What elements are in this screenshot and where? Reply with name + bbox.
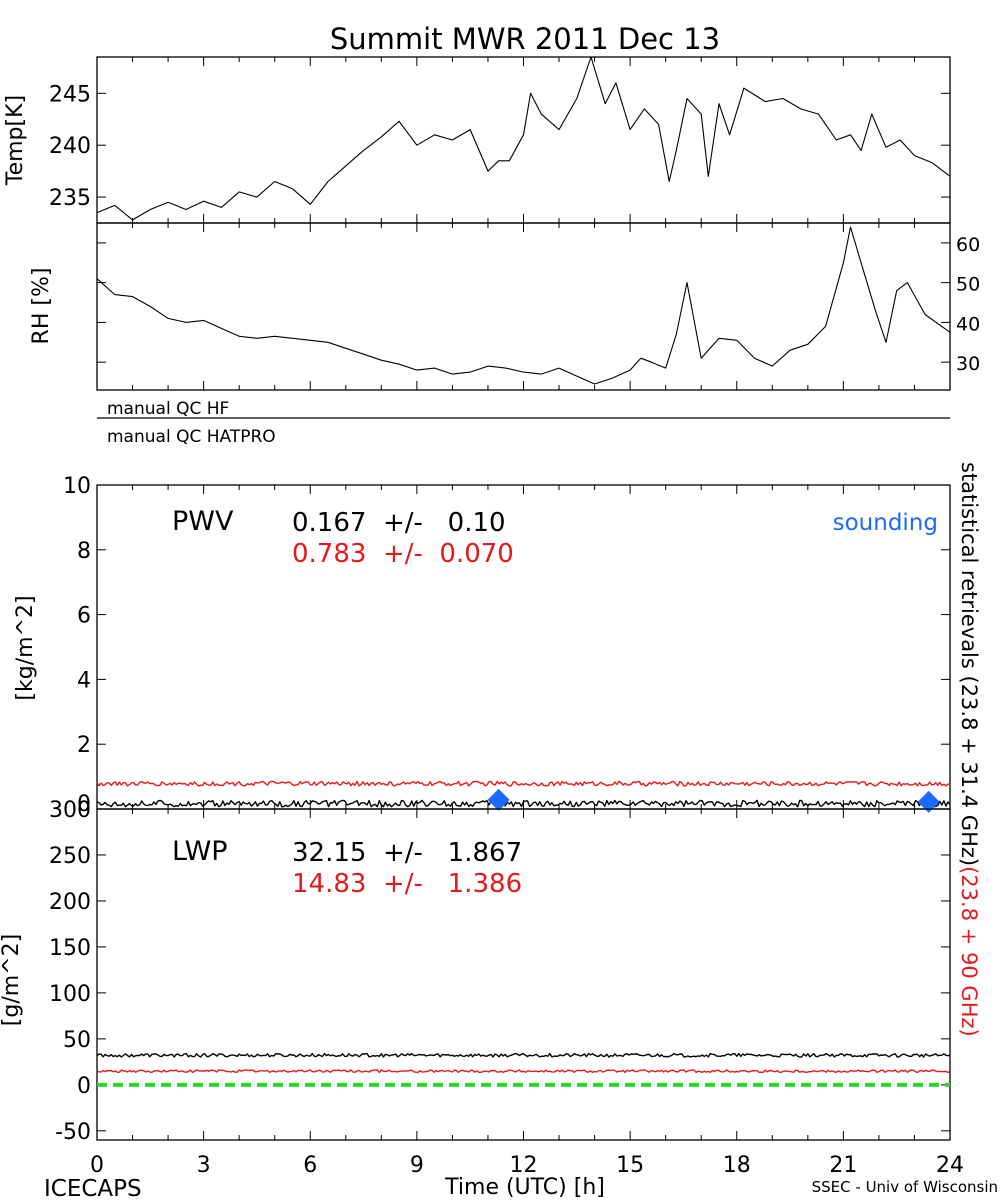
x-tick-label: 9 bbox=[410, 1153, 424, 1178]
pwv-label: PWV bbox=[172, 506, 234, 537]
lwp-y-tick-label: 0 bbox=[77, 1074, 91, 1099]
x-tick-label: 21 bbox=[829, 1153, 857, 1178]
pwv-y-tick-label: 4 bbox=[77, 668, 91, 693]
temp-series-line bbox=[96, 56, 951, 221]
chart-title: Summit MWR 2011 Dec 13 bbox=[330, 22, 720, 56]
retrieval-annotation-red: (23.8 + 90 GHz) bbox=[957, 866, 981, 1037]
temperature-panel: 235 240 245 Temp[K] bbox=[3, 56, 951, 224]
lwp-y-tick-label: -50 bbox=[55, 1120, 91, 1145]
sounding-marker bbox=[487, 788, 510, 811]
x-tick-label: 15 bbox=[616, 1153, 644, 1178]
pwv-y-tick-label: 2 bbox=[77, 733, 91, 758]
qc-hatpro-label: manual QC HATPRO bbox=[107, 427, 276, 447]
lwp-y-tick-label: 50 bbox=[63, 1028, 91, 1053]
pwv-y-tick-label: 6 bbox=[77, 604, 91, 629]
pwv-y-tick-label: 10 bbox=[63, 474, 91, 499]
rh-series-line bbox=[96, 226, 951, 385]
retrieval-annotation-black: statistical retrievals (23.8 + 31.4 GHz) bbox=[957, 462, 981, 866]
temp-y-tick-label: 235 bbox=[49, 186, 91, 211]
lwp-secondary-value: 14.83 +/- 1.386 bbox=[292, 869, 522, 899]
lwp-label: LWP bbox=[172, 836, 228, 867]
lwp-y-tick-label: 250 bbox=[49, 844, 91, 869]
x-tick-label: 3 bbox=[197, 1153, 211, 1178]
temp-y-axis-label: Temp[K] bbox=[3, 95, 28, 186]
footer-right: SSEC - Univ of Wisconsin bbox=[812, 1178, 998, 1196]
qc-hf-label: manual QC HF bbox=[107, 399, 229, 419]
x-tick-label: 0 bbox=[90, 1153, 104, 1178]
x-tick-label: 18 bbox=[723, 1153, 751, 1178]
lwp-y-tick-label: 150 bbox=[49, 936, 91, 961]
rh-y-tick-label: 50 bbox=[956, 274, 980, 296]
rh-y-tick-label: 30 bbox=[956, 353, 980, 375]
lwp-y-axis-label: [g/m^2] bbox=[0, 934, 24, 1026]
pwv-secondary-value: 0.783 +/- 0.070 bbox=[292, 539, 514, 569]
rh-y-axis-label: RH [%] bbox=[29, 268, 54, 345]
pwv-primary-value: 0.167 +/- 0.10 bbox=[292, 508, 506, 538]
sounding-marker bbox=[917, 790, 940, 813]
pwv-y-tick-label: 8 bbox=[77, 539, 91, 564]
lwp-panel: -50 0 50 100 150 200 250 300 [g/m^2] 0 3 6 9 12 15 18 21… bbox=[0, 798, 964, 1178]
pwv-series-line bbox=[96, 799, 951, 808]
lwp-y-tick-label: 200 bbox=[49, 890, 91, 915]
lwp-y-tick-label: 300 bbox=[49, 798, 91, 823]
rh-y-tick-label: 40 bbox=[956, 313, 980, 335]
temp-plot-frame bbox=[96, 56, 951, 224]
pwv-series-line bbox=[96, 780, 951, 787]
x-tick-label: 12 bbox=[510, 1153, 538, 1178]
temp-y-tick-label: 240 bbox=[49, 134, 91, 159]
x-tick-label: 24 bbox=[936, 1153, 964, 1178]
lwp-primary-value: 32.15 +/- 1.867 bbox=[292, 838, 522, 868]
lwp-y-tick-label: 100 bbox=[49, 982, 91, 1007]
lwp-series-line bbox=[96, 1069, 951, 1074]
pwv-y-tick-label: 0 bbox=[77, 792, 91, 817]
retrieval-annotation: statistical retrievals (23.8 + 31.4 GHz)… bbox=[957, 462, 981, 1037]
sounding-legend: sounding bbox=[833, 510, 938, 536]
footer-left: ICECAPS bbox=[44, 1176, 142, 1200]
rh-plot-frame bbox=[96, 222, 951, 391]
pwv-panel: 0 2 4 6 8 10 [kg/m^2] bbox=[13, 474, 951, 817]
x-tick-label: 6 bbox=[303, 1153, 317, 1178]
pwv-y-axis-label: [kg/m^2] bbox=[13, 595, 38, 700]
x-axis-label: Time (UTC) [h] bbox=[444, 1175, 605, 1200]
rh-y-tick-label: 60 bbox=[956, 234, 980, 256]
relative-humidity-panel: 30 40 50 60 RH [%] bbox=[29, 222, 980, 391]
lwp-series-line bbox=[96, 1052, 951, 1058]
temp-y-tick-label: 245 bbox=[49, 82, 91, 107]
